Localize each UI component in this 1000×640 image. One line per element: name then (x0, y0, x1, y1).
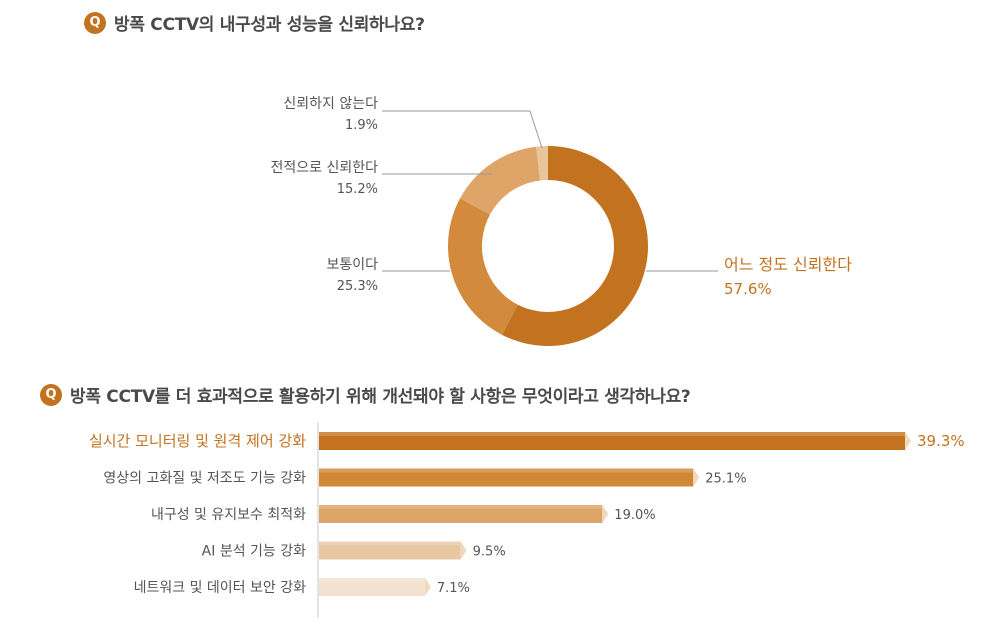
pie-chart-title: 방폭 CCTV의 내구성과 성능을 신뢰하나요? (114, 15, 425, 35)
bar-end-cap (905, 432, 911, 450)
pie-category-label: 전적으로 신뢰한다 (270, 160, 379, 176)
bar-end-cap (460, 541, 467, 560)
bar-value-label: 19.0% (614, 508, 655, 523)
pie-leader-line (382, 110, 543, 149)
bar-highlight (319, 505, 603, 509)
bar (319, 468, 694, 487)
bar-value-label: 39.3% (917, 432, 965, 450)
bar-value-label: 25.1% (705, 472, 746, 487)
pie-label-somewhat-trust: 어느 정도 신뢰한다 57.6% (724, 253, 924, 301)
question-badge: Q (84, 11, 106, 34)
bar-value-label: 9.5% (473, 545, 506, 560)
pie-category-label: 신뢰하지 않는다 (283, 96, 378, 112)
bar-category-label: 영상의 고화질 및 저조도 기능 강화 (103, 471, 306, 487)
question-2-header: Q 방폭 CCTV를 더 효과적으로 활용하기 위해 개선돼야 할 사항은 무엇… (40, 382, 691, 407)
pie-slice (460, 146, 541, 215)
pie-category-label: 보통이다 (326, 257, 378, 273)
pie-label-not-trust: 신뢰하지 않는다 1.9% (230, 94, 378, 136)
pie-value-label: 25.3% (336, 279, 378, 294)
bar-end-cap (424, 578, 431, 596)
bar-chart-title: 방폭 CCTV를 더 효과적으로 활용하기 위해 개선돼야 할 사항은 무엇이라… (70, 387, 691, 407)
bar-category-label: 실시간 모니터링 및 원격 제어 강화 (89, 432, 306, 450)
bar-highlight (319, 432, 905, 436)
bar (319, 505, 603, 523)
question-badge: Q (40, 383, 62, 406)
bar-value-label: 7.1% (437, 581, 470, 596)
pie-label-normal: 보통이다 25.3% (260, 255, 378, 297)
pie-label-fully-trust: 전적으로 신뢰한다 15.2% (220, 158, 379, 200)
bar-highlight (319, 578, 425, 582)
bar-category-label: AI 분석 기능 강화 (202, 544, 306, 560)
pie-slice (447, 198, 518, 335)
bar-highlight (319, 468, 694, 473)
bar-end-cap (693, 468, 700, 487)
pie-slice (502, 146, 648, 346)
pie-category-label: 어느 정도 신뢰한다 (724, 255, 852, 274)
pie-value-label: 1.9% (344, 118, 378, 133)
bar (319, 432, 905, 450)
question-1-header: Q 방폭 CCTV의 내구성과 성능을 신뢰하나요? (84, 10, 425, 35)
bar (319, 541, 461, 560)
pie-slice (536, 146, 548, 181)
bar-category-label: 네트워크 및 데이터 보안 강화 (134, 580, 306, 596)
bar-end-cap (602, 505, 609, 523)
bar (319, 578, 425, 596)
pie-value-label: 15.2% (336, 182, 378, 197)
pie-value-label: 57.6% (724, 280, 772, 298)
bar-highlight (319, 541, 461, 546)
bar-category-label: 내구성 및 유지보수 최적화 (151, 507, 306, 523)
